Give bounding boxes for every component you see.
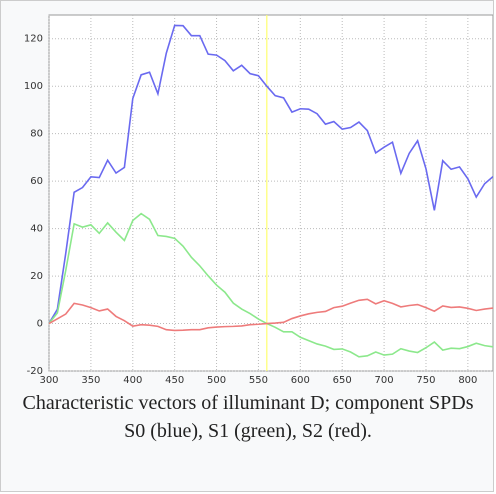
y-tick-label: 60 [30, 176, 43, 187]
series-line [48, 24, 493, 324]
x-tick-label: 450 [165, 375, 184, 386]
y-tick-label: 80 [30, 129, 43, 140]
caption: Characteristic vectors of illuminant D; … [22, 392, 474, 442]
x-tick-label: 600 [291, 375, 310, 386]
plot-area [48, 14, 493, 372]
x-tick-label: 300 [39, 375, 58, 386]
y-tick-label: -20 [27, 366, 43, 377]
x-tick-label: 350 [81, 375, 100, 386]
x-tick-label: 400 [123, 375, 142, 386]
y-tick-label: 120 [24, 34, 43, 45]
x-tick-label: 500 [207, 375, 226, 386]
x-tick-label: 800 [458, 375, 477, 386]
chart: -20 0 20 40 60 80 100 120 300 350 400 450 500 550 600 6… [24, 14, 493, 386]
x-tick-label: 550 [249, 375, 268, 386]
y-tick-label: 0 [37, 319, 43, 330]
x-tick-label: 650 [333, 375, 352, 386]
series-line [48, 212, 493, 358]
y-tick-label: 40 [30, 224, 43, 235]
y-tick-label: 20 [30, 271, 43, 282]
y-tick-label: 100 [24, 81, 43, 92]
x-tick-label: 750 [416, 375, 435, 386]
series-line [48, 298, 493, 332]
x-tick-label: 700 [375, 375, 394, 386]
